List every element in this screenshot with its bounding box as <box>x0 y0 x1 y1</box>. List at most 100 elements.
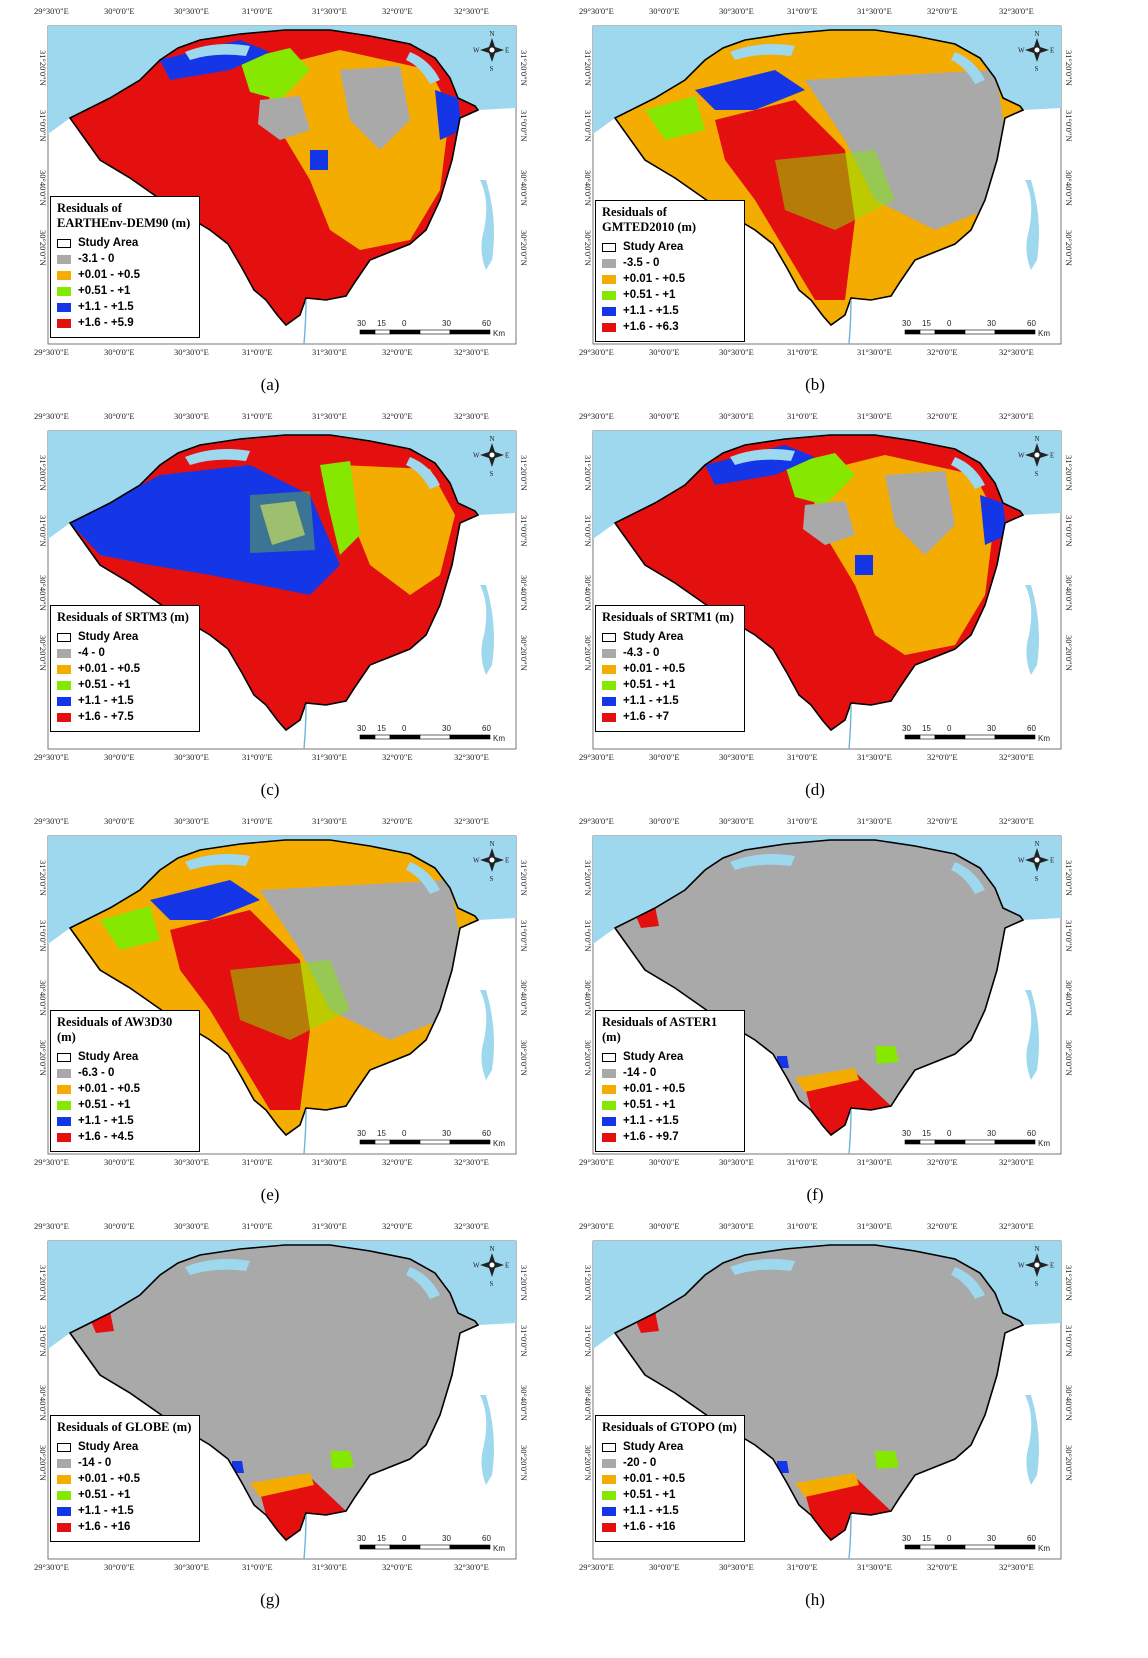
legend-swatch <box>602 1132 616 1142</box>
lagoon <box>951 457 985 489</box>
legend-swatch <box>57 1442 71 1452</box>
residual-region <box>875 1046 899 1064</box>
north-arrow-icon: N S E W <box>473 30 509 73</box>
legend-swatch <box>57 1100 71 1110</box>
legend-label: +1.1 - +1.5 <box>623 1115 679 1127</box>
residual-region <box>803 1072 891 1135</box>
axis-label-right: 30°40'0"N <box>519 170 529 206</box>
axis-label-bottom: 32°0'0"E <box>382 1157 413 1167</box>
legend-label: +1.1 - +1.5 <box>78 1505 134 1517</box>
residual-region <box>795 1473 859 1497</box>
axis-label-top: 31°30'0"E <box>312 411 347 421</box>
legend-swatch <box>57 1084 71 1094</box>
axis-label-bottom: 32°30'0"E <box>999 1562 1034 1572</box>
legend-label: Study Area <box>623 631 684 643</box>
axis-label-bottom: 32°0'0"E <box>927 1157 958 1167</box>
legend-label: +1.6 - +7.5 <box>78 711 134 723</box>
panel-caption: (d) <box>805 780 825 799</box>
legend-study-area: Study Area <box>57 629 193 645</box>
scale-tick: 0 <box>947 724 952 733</box>
map-panel-c: 29°30'0"E 30°0'0"E 30°30'0"E 31°0'0"E 31°30'… <box>10 405 530 805</box>
axis-label-left: 31°0'0"N <box>583 920 593 952</box>
residual-classes <box>70 435 478 730</box>
axis-label-top: 30°30'0"E <box>719 816 754 826</box>
axis-label-bottom: 30°0'0"E <box>104 752 135 762</box>
lagoon <box>185 44 250 60</box>
axis-label-top: 31°30'0"E <box>312 6 347 16</box>
panel-caption: (b) <box>805 375 825 394</box>
axis-label-right: 30°40'0"N <box>1064 1385 1074 1421</box>
legend-swatch <box>57 270 71 280</box>
river <box>848 1514 852 1560</box>
residual-region <box>330 1451 354 1469</box>
legend-swatch <box>602 1506 616 1516</box>
axis-label-bottom: 32°0'0"E <box>927 347 958 357</box>
scale-tick: 30 <box>357 319 366 328</box>
axis-label-left: 30°40'0"N <box>38 575 48 611</box>
legend-label: +0.01 - +0.5 <box>623 1083 686 1095</box>
axis-label-top: 32°30'0"E <box>454 6 489 16</box>
axis-label-top: 32°0'0"E <box>382 6 413 16</box>
axis-label-right: 31°0'0"N <box>519 110 529 142</box>
residual-region <box>260 880 460 1040</box>
axis-label-bottom: 29°30'0"E <box>34 752 69 762</box>
legend-label: +0.51 - +1 <box>78 1489 131 1501</box>
axis-label-bottom: 32°0'0"E <box>927 752 958 762</box>
axis-label-right: 30°40'0"N <box>1064 170 1074 206</box>
panel-caption: (e) <box>260 1185 280 1204</box>
legend-label: +1.1 - +1.5 <box>623 1505 679 1517</box>
scale-tick: 30 <box>987 1534 996 1543</box>
axis-label-top: 29°30'0"E <box>579 1221 614 1231</box>
legend-title: Residuals of EARTHEnv-DEM90 (m) <box>57 201 191 230</box>
compass-s: S <box>490 65 494 73</box>
axis-label-bottom: 31°30'0"E <box>857 1562 892 1572</box>
scale-tick: 15 <box>922 319 931 328</box>
compass-s: S <box>1035 1280 1039 1288</box>
legend-class-3: +1.1 - +1.5 <box>57 299 193 315</box>
residual-region <box>435 90 462 140</box>
compass-s: S <box>1035 65 1039 73</box>
legend-swatch <box>57 1522 71 1532</box>
legend-label: Study Area <box>623 1051 684 1063</box>
scale-tick: 30 <box>987 724 996 733</box>
legend-swatch <box>602 1490 616 1500</box>
axis-label-bottom: 31°30'0"E <box>312 1157 347 1167</box>
legend-swatch <box>602 696 616 706</box>
axis-label-top: 31°0'0"E <box>242 6 273 16</box>
axis-label-top: 32°30'0"E <box>999 1221 1034 1231</box>
axis-label-top: 30°30'0"E <box>174 411 209 421</box>
legend-label: -4.3 - 0 <box>623 647 660 659</box>
scale-tick: 30 <box>357 1534 366 1543</box>
axis-label-bottom: 32°0'0"E <box>382 347 413 357</box>
scale-tick: 30 <box>987 1129 996 1138</box>
legend-label: +1.1 - +1.5 <box>623 305 679 317</box>
panel-caption: (f) <box>806 1185 824 1204</box>
axis-label-right: 30°20'0"N <box>519 635 529 671</box>
study-area-outline <box>613 839 1025 1137</box>
legend: Residuals of EARTHEnv-DEM90 (m) Study Are… <box>50 196 200 338</box>
axis-label-left: 31°20'0"N <box>583 455 593 491</box>
map-frame: 29°30'0"E 30°0'0"E 30°30'0"E 31°0'0"E 31°30'… <box>579 816 1074 1167</box>
legend-label: +1.6 - +16 <box>78 1521 131 1533</box>
axis-label-right: 30°40'0"N <box>1064 575 1074 611</box>
legend-class-negative: -3.5 - 0 <box>602 255 738 271</box>
legend-swatch <box>57 238 71 248</box>
residual-region <box>340 465 455 595</box>
axis-label-top: 30°0'0"E <box>649 411 680 421</box>
legend-swatch <box>602 290 616 300</box>
scale-unit: Km <box>1038 1544 1050 1553</box>
legend-swatch <box>602 1052 616 1062</box>
axis-label-top: 30°0'0"E <box>104 6 135 16</box>
legend-swatch <box>57 254 71 264</box>
scale-tick: 0 <box>947 319 952 328</box>
legend-swatch <box>57 712 71 722</box>
legend-class-1: +0.01 - +0.5 <box>57 661 193 677</box>
axis-label-top: 30°0'0"E <box>104 816 135 826</box>
legend: Residuals of SRTM1 (m) Study Area -4.3 - 0… <box>595 605 745 732</box>
axis-label-bottom: 30°0'0"E <box>649 752 680 762</box>
residual-region <box>805 70 1005 230</box>
legend-class-3: +1.1 - +1.5 <box>602 303 738 319</box>
